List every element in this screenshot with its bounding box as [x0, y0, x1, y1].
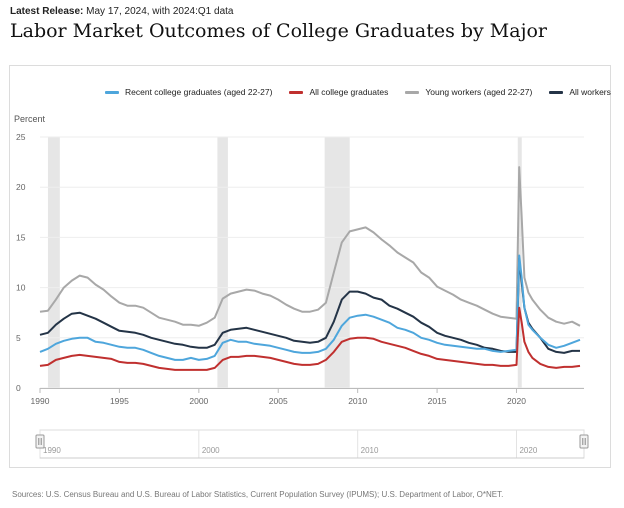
- y-tick-label: 25: [16, 132, 26, 142]
- page-title: Labor Market Outcomes of College Graduat…: [10, 20, 547, 42]
- legend-item-all-grads[interactable]: All college graduates: [289, 87, 388, 97]
- series-line-4: [39, 257, 580, 354]
- legend-item-all-workers[interactable]: All workers: [549, 87, 611, 97]
- x-tick-label: 2000: [189, 396, 208, 406]
- legend-item-young-workers[interactable]: Young workers (aged 22-27): [405, 87, 532, 97]
- legend-label: Young workers (aged 22-27): [425, 87, 533, 97]
- navigator-tick-label: 2010: [361, 446, 379, 455]
- x-tick-label: 2015: [428, 396, 447, 406]
- y-tick-label: 0: [16, 383, 21, 393]
- legend-swatch: [105, 90, 119, 94]
- x-tick-label: 2020: [507, 396, 526, 406]
- navigator-tick-label: 1990: [43, 446, 61, 455]
- legend-item-recent-grads[interactable]: Recent college graduates (aged 22-27): [105, 87, 272, 97]
- chart-legend: Recent college graduates (aged 22-27) Al…: [105, 87, 624, 97]
- x-tick-label: 1995: [110, 396, 129, 406]
- x-tick-label: 2005: [269, 396, 288, 406]
- release-text: May 17, 2024, with 2024:Q1 data: [86, 6, 234, 17]
- navigator-left-handle[interactable]: [35, 434, 45, 449]
- series-line-3: [39, 166, 581, 327]
- range-navigator[interactable]: 1990 2000 2010 2020: [35, 429, 589, 459]
- y-axis-label: Percent: [14, 114, 46, 124]
- recession-band: [217, 137, 228, 388]
- series-line-2: [39, 306, 581, 371]
- legend-label: All workers: [569, 87, 611, 97]
- line-chart: 0 5 10 15 20 25 1990 1995 2000 2005 2010 2015 2020 1…: [16, 132, 589, 459]
- gridlines: [40, 136, 584, 389]
- y-tick-label: 10: [16, 283, 26, 293]
- x-tick-label: 1990: [31, 396, 50, 406]
- y-tick-label: 20: [16, 182, 26, 192]
- release-label: Latest Release:: [10, 6, 84, 17]
- release-info: Latest Release: May 17, 2024, with 2024:…: [10, 6, 233, 17]
- y-tick-label: 5: [16, 333, 21, 343]
- sources-note: Sources: U.S. Census Bureau and U.S. Bur…: [12, 490, 504, 499]
- y-tick-label: 15: [16, 232, 26, 242]
- chart-card: Recent college graduates (aged 22-27) Al…: [9, 65, 611, 468]
- navigator-tick-label: 2020: [519, 446, 537, 455]
- axes: 0 5 10 15 20 25 1990 1995 2000 2005 2010 2015 2020: [16, 132, 584, 406]
- legend-swatch: [405, 90, 420, 94]
- legend-swatch: [549, 90, 564, 94]
- legend-swatch: [289, 90, 304, 94]
- recession-band: [47, 137, 60, 388]
- legend-label: Recent college graduates (aged 22-27): [125, 87, 273, 97]
- navigator-tick-label: 2000: [202, 446, 220, 455]
- navigator-right-handle[interactable]: [579, 434, 589, 449]
- series-lines: [39, 166, 581, 371]
- navigator-track[interactable]: [39, 429, 585, 459]
- series-line-1: [39, 254, 581, 361]
- legend-label: All college graduates: [309, 87, 389, 97]
- x-tick-label: 2010: [348, 396, 367, 406]
